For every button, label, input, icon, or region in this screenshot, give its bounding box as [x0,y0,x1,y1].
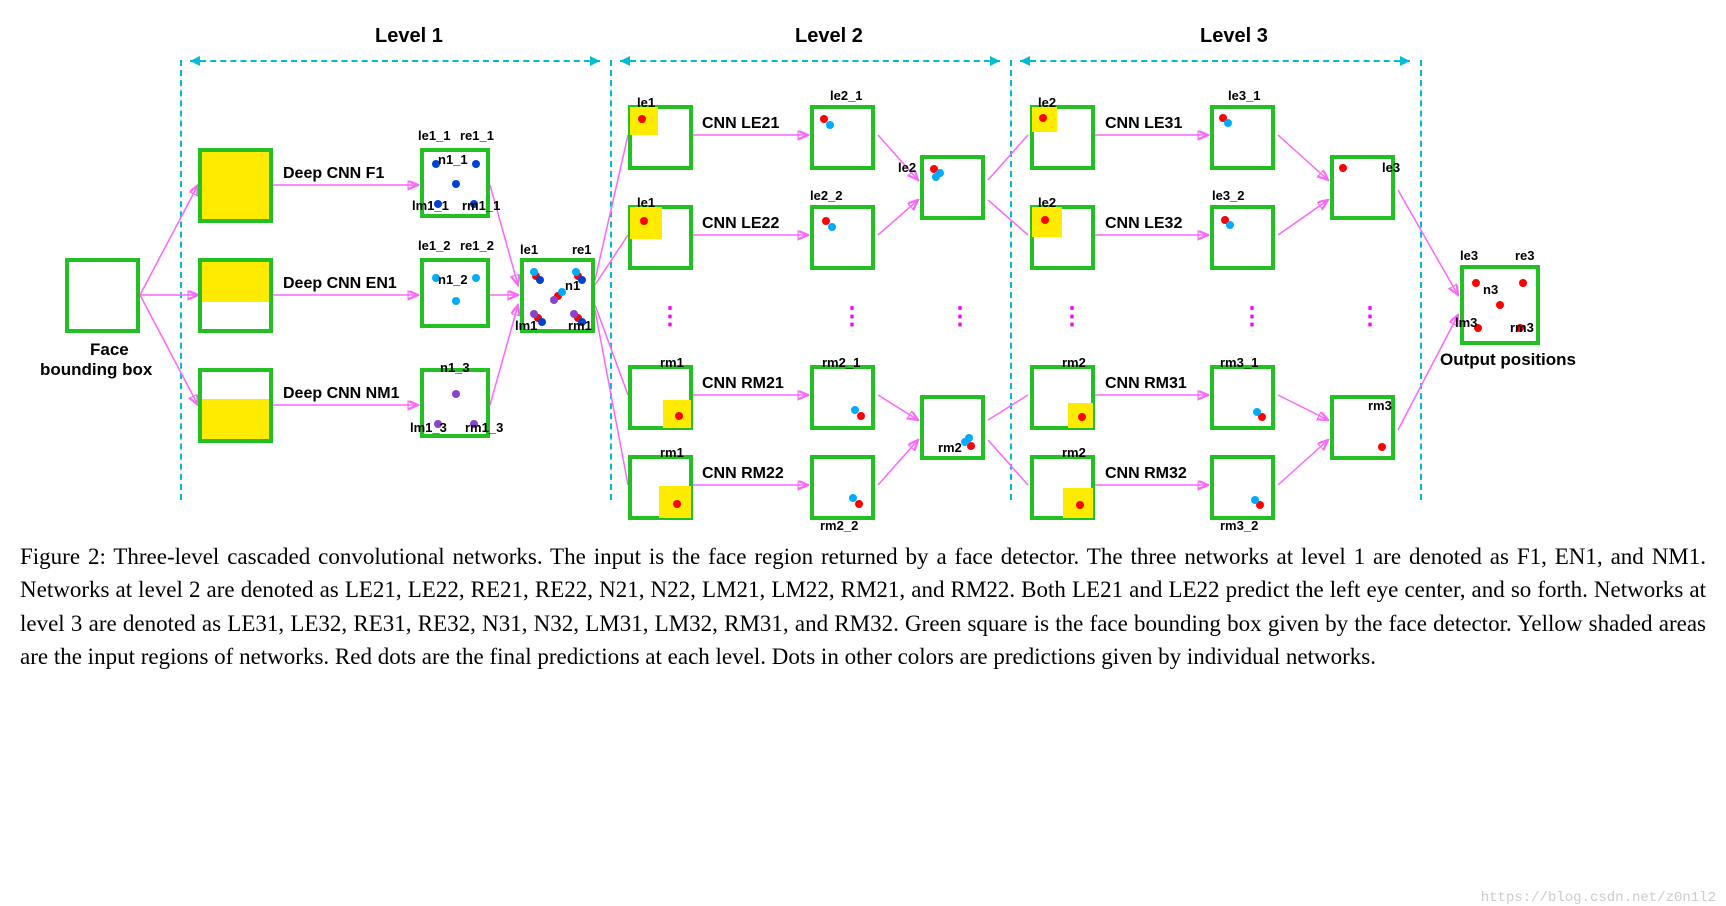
l3-lbl-le32: le3_2 [1212,188,1245,203]
out-re3: re3 [1515,248,1535,263]
l1-out-2 [420,258,490,328]
cnn-nm1-label: Deep CNN NM1 [283,385,399,403]
l1-yellow-2 [198,258,273,333]
l3-in-le31 [1030,105,1095,170]
l3-lbl-rm2a: rm2 [1062,355,1086,370]
l2-lbl-rm21: rm2_1 [822,355,860,370]
diagram: Level 1 Level 2 Level 3 [20,20,1706,520]
l3-agg-le-lbl: le3 [1382,160,1400,175]
level3-arrow [1020,60,1410,64]
l1-lbl-re11: re1_1 [460,128,494,143]
l2-lbl-le1a: le1 [637,95,655,110]
l3-lbl-le2a: le2 [1038,95,1056,110]
l1-agg-re1: re1 [572,242,592,257]
l3-lbl-rm31: rm3_1 [1220,355,1258,370]
cnn-en1-label: Deep CNN EN1 [283,275,397,293]
l2-out-le21 [810,105,875,170]
l3-in-le32 [1030,205,1095,270]
l2-in-rm21 [628,365,693,430]
l3-out-le32 [1210,205,1275,270]
watermark: https://blog.csdn.net/z0n1l2 [1481,890,1716,906]
l1-yellow-1 [198,148,273,223]
l2-agg-rm-lbl: rm2 [938,440,962,455]
l3-vdots-2: ⋮ [1240,302,1266,331]
l2-lbl-le22: le2_2 [810,188,843,203]
cnn-rm22: CNN RM22 [702,465,784,483]
cnn-le31: CNN LE31 [1105,115,1182,133]
l2-vdots-1: ⋮ [658,302,684,331]
l3-lbl-rm2b: rm2 [1062,445,1086,460]
l3-lbl-le2b: le2 [1038,195,1056,210]
l2-in-rm22 [628,455,693,520]
l1-yellow-3 [198,368,273,443]
l1-lbl-le11: le1_1 [418,128,451,143]
l2-lbl-le1b: le1 [637,195,655,210]
l3-in-rm32 [1030,455,1095,520]
l1-agg-lm1: lm1 [515,318,537,333]
l2-lbl-rm1a: rm1 [660,355,684,370]
l3-in-rm31 [1030,365,1095,430]
l2-lbl-rm1b: rm1 [660,445,684,460]
l2-agg-le [920,155,985,220]
input-box [65,258,140,333]
l2-lbl-rm22: rm2_2 [820,518,858,533]
l2-in-le22 [628,205,693,270]
l1-lbl-rm11: rm1_1 [462,198,500,213]
l3-lbl-rm32: rm3_2 [1220,518,1258,533]
l1-agg-le1: le1 [520,242,538,257]
l3-out-rm31 [1210,365,1275,430]
out-rm3: rm3 [1510,320,1534,335]
cnn-le21: CNN LE21 [702,115,779,133]
l1-lbl-n13: n1_3 [440,360,470,375]
l3-vdots-3: ⋮ [1358,302,1384,331]
l3-agg-rm-lbl: rm3 [1368,398,1392,413]
l1-agg-n1: n1 [565,278,580,293]
divider-0 [180,60,182,500]
l3-out-le31 [1210,105,1275,170]
l2-out-rm21 [810,365,875,430]
l1-lbl-n11: n1_1 [438,152,468,167]
level1-label: Level 1 [375,25,443,48]
out-le3: le3 [1460,248,1478,263]
l1-agg-rm1: rm1 [568,318,592,333]
level3-label: Level 3 [1200,25,1268,48]
l2-vdots-3: ⋮ [948,302,974,331]
input-label-1: Face [90,340,129,360]
l1-lbl-lm13: lm1_3 [410,420,447,435]
cnn-rm31: CNN RM31 [1105,375,1187,393]
out-lm3: lm3 [1455,315,1477,330]
level2-label: Level 2 [795,25,863,48]
divider-2 [1010,60,1012,500]
l1-lbl-n12: n1_2 [438,272,468,287]
out-n3: n3 [1483,282,1498,297]
l2-lbl-le21: le2_1 [830,88,863,103]
input-label-2: bounding box [40,360,152,380]
divider-1 [610,60,612,500]
cnn-f1-label: Deep CNN F1 [283,165,384,183]
l2-in-le21 [628,105,693,170]
cnn-rm32: CNN RM32 [1105,465,1187,483]
l2-vdots-2: ⋮ [840,302,866,331]
l3-lbl-le31: le3_1 [1228,88,1261,103]
divider-3 [1420,60,1422,500]
figure-caption: Figure 2: Three-level cascaded convoluti… [20,540,1706,673]
level2-arrow [620,60,1000,64]
l2-out-le22 [810,205,875,270]
l2-out-rm22 [810,455,875,520]
l1-lbl-le12: le1_2 [418,238,451,253]
l2-agg-le-lbl: le2 [898,160,916,175]
cnn-le32: CNN LE32 [1105,215,1182,233]
cnn-le22: CNN LE22 [702,215,779,233]
l1-lbl-lm11: lm1_1 [412,198,449,213]
level1-arrow [190,60,600,64]
cnn-rm21: CNN RM21 [702,375,784,393]
l3-vdots-1: ⋮ [1060,302,1086,331]
l1-lbl-re12: re1_2 [460,238,494,253]
l3-out-rm32 [1210,455,1275,520]
output-label: Output positions [1440,350,1576,370]
l1-lbl-rm13: rm1_3 [465,420,503,435]
